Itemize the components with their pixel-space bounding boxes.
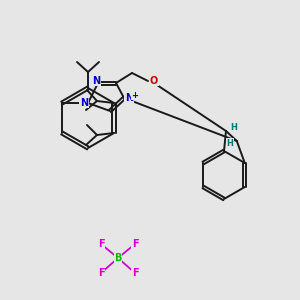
- Text: F: F: [98, 239, 104, 249]
- Text: F: F: [132, 239, 138, 249]
- Text: F: F: [98, 268, 104, 278]
- Text: +: +: [131, 91, 139, 100]
- Text: H: H: [231, 122, 237, 131]
- Text: N: N: [92, 76, 100, 86]
- Text: B: B: [114, 253, 122, 263]
- Text: O: O: [150, 76, 158, 86]
- Text: N: N: [125, 93, 133, 103]
- Text: N: N: [80, 98, 88, 108]
- Text: F: F: [132, 268, 138, 278]
- Text: H: H: [226, 139, 233, 148]
